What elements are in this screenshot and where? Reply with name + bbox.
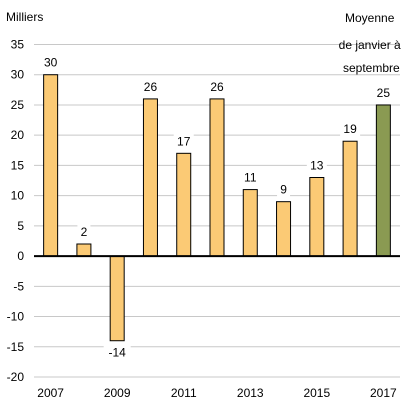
bar-2007 — [43, 74, 59, 257]
data-label-bg — [373, 85, 394, 100]
x-tick-label: 2007 — [37, 386, 64, 400]
x-tick-label: 2013 — [237, 386, 264, 400]
data-label-2009: -14 — [109, 346, 127, 360]
y-tick-label: 25 — [11, 98, 25, 112]
bar-2010 — [142, 98, 158, 257]
bar-2009 — [109, 255, 125, 342]
y-tick-label: 5 — [17, 219, 24, 233]
data-label-bg — [40, 55, 61, 70]
y-tick-label: 0 — [17, 249, 24, 263]
annotation-line-1: Moyenne — [345, 11, 395, 25]
y-tick-label: 30 — [11, 68, 25, 82]
data-label-bg — [306, 158, 327, 173]
data-label-2015: 13 — [310, 159, 324, 173]
x-tick-label: 2009 — [104, 386, 131, 400]
data-label-2010: 26 — [144, 80, 158, 94]
bar-2016 — [342, 140, 358, 257]
data-label-bg — [103, 345, 131, 360]
data-label-2014: 9 — [280, 183, 287, 197]
unit-label: Milliers — [6, 10, 43, 24]
data-label-bg — [240, 170, 261, 185]
data-label-bg — [340, 122, 361, 137]
x-tick-label: 2011 — [171, 386, 197, 400]
data-label-2016: 19 — [343, 122, 357, 136]
bar-2011 — [176, 152, 192, 257]
y-axis-ticks: 35 30 25 20 15 10 5 0 -5 -10 -15 -20 — [7, 38, 25, 385]
data-label-2011: 17 — [177, 134, 191, 148]
data-label-bg — [277, 182, 291, 197]
bar-2015 — [309, 177, 325, 257]
x-tick-label: 2017 — [370, 386, 397, 400]
data-label-bg — [207, 79, 227, 94]
annotation-line-3: septembre — [343, 61, 400, 75]
y-tick-label: -10 — [7, 310, 25, 324]
x-tick-label: 2015 — [303, 386, 330, 400]
bars — [43, 74, 391, 342]
data-label-bg — [77, 225, 91, 239]
y-tick-label: 35 — [11, 38, 25, 52]
data-label-2008: 2 — [81, 225, 88, 239]
data-label-bg — [140, 79, 161, 94]
data-label-bg — [173, 134, 194, 149]
y-tick-label: 15 — [11, 158, 25, 172]
annotation-line-2: de janvier à — [339, 38, 401, 52]
y-tick-label: 20 — [11, 128, 25, 142]
y-tick-label: -20 — [7, 370, 25, 384]
y-tick-label: -15 — [7, 340, 25, 354]
data-label-2013: 11 — [244, 171, 257, 185]
y-tick-label: 10 — [11, 189, 25, 203]
data-label-2012: 26 — [210, 80, 224, 94]
bar-2014 — [276, 201, 292, 257]
data-labels: 30 2 -14 26 17 26 11 9 13 19 25 — [40, 55, 394, 360]
x-axis-ticks: 2007 2009 2011 2013 2015 2017 — [37, 386, 397, 400]
data-label-2007: 30 — [44, 56, 58, 70]
y-tick-label: -5 — [13, 279, 24, 293]
annotation-note: Moyenne de janvier à septembre — [339, 11, 404, 75]
bar-2008 — [76, 243, 92, 257]
bar-2017 — [375, 104, 391, 257]
bar-2012 — [209, 98, 225, 257]
bar-2013 — [242, 189, 258, 257]
data-label-2017: 25 — [377, 86, 391, 100]
